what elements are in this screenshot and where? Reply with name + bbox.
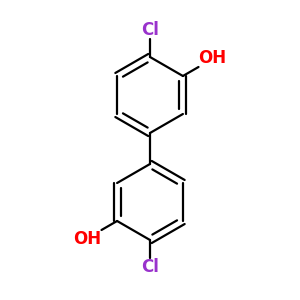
Text: OH: OH xyxy=(199,49,226,67)
Text: Cl: Cl xyxy=(141,258,159,276)
Text: Cl: Cl xyxy=(141,21,159,39)
Text: OH: OH xyxy=(74,230,101,248)
